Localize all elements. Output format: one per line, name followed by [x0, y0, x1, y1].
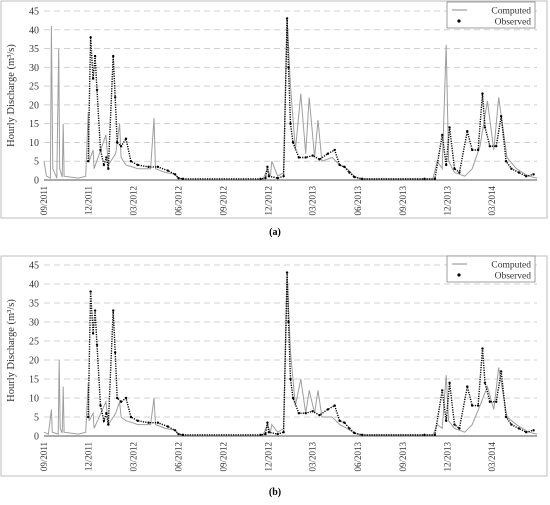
y-tick-label: 5 — [34, 413, 39, 424]
y-tick-label: 35 — [29, 44, 39, 55]
y-tick-label: 10 — [29, 394, 39, 405]
x-tick-label: 06/2013 — [353, 186, 363, 216]
y-axis-label: Hourly Discharge (m³/s) — [6, 299, 17, 402]
y-tick-label: 15 — [29, 375, 39, 386]
caption-a-text: (a) — [269, 227, 281, 238]
series-observed-trace — [87, 18, 534, 180]
x-tick-label: 03/2012 — [128, 442, 138, 472]
x-tick-label: 06/2012 — [174, 442, 184, 472]
legend-box — [446, 1, 536, 29]
y-tick-label: 45 — [29, 261, 39, 272]
y-tick-label: 15 — [29, 119, 39, 130]
caption-b: (b) — [0, 487, 550, 498]
y-tick-label: 40 — [29, 25, 39, 36]
x-tick-label: 12/2013 — [443, 442, 453, 472]
x-tick-label: 03/2013 — [308, 442, 318, 472]
x-tick-label: 09/2013 — [398, 186, 408, 216]
x-tick-label: 03/2013 — [308, 186, 318, 216]
y-tick-label: 20 — [29, 100, 39, 111]
figure-panel-b: 0 5 10 15 20 25 30 35 40 45 09/2011 12/2011 03/2012 0… — [0, 250, 550, 505]
legend-label: Computed — [491, 7, 531, 17]
y-tick-label: 0 — [34, 432, 39, 443]
y-tick-label: 0 — [34, 176, 39, 187]
x-tick-label: 03/2014 — [487, 442, 497, 472]
x-tick-label: 03/2012 — [128, 186, 138, 216]
x-tick-label: 12/2012 — [263, 442, 273, 472]
x-tick-label: 09/2011 — [39, 186, 49, 215]
x-tick-label: 09/2011 — [39, 442, 49, 471]
y-tick-label: 5 — [34, 157, 39, 168]
x-tick-label: 06/2012 — [174, 186, 184, 216]
y-tick-label: 35 — [29, 299, 39, 310]
caption-a: (a) — [0, 227, 550, 238]
series-computed-line — [43, 272, 538, 436]
y-tick-label: 30 — [29, 318, 39, 329]
chart-a: 0 5 10 15 20 25 30 35 40 45 09/2011 12/2011 03/2012 0… — [0, 0, 548, 219]
legend-swatch-observed — [457, 273, 461, 277]
y-tick-label: 25 — [29, 337, 39, 348]
x-tick-label: 09/2012 — [219, 186, 229, 216]
legend-box — [446, 255, 536, 283]
y-tick-label: 30 — [29, 63, 39, 74]
legend-label: Observed — [495, 272, 532, 282]
chart-b: 0 5 10 15 20 25 30 35 40 45 09/2011 12/2011 03/2012 0… — [0, 255, 548, 477]
x-tick-label: 12/2011 — [84, 186, 94, 215]
y-tick-label: 20 — [29, 356, 39, 367]
figure-panel-a: 0 5 10 15 20 25 30 35 40 45 09/2011 12/2011 03/2012 0… — [0, 0, 550, 245]
y-axis-label: Hourly Discharge (m³/s) — [6, 44, 17, 147]
chart-frame — [0, 255, 548, 477]
legend-label: Computed — [491, 261, 531, 271]
y-tick-label: 10 — [29, 138, 39, 149]
y-tick-label: 40 — [29, 280, 39, 291]
chart-frame — [0, 0, 548, 219]
series-computed-line — [43, 18, 538, 180]
x-tick-label: 12/2013 — [443, 186, 453, 216]
y-tick-label: 45 — [29, 7, 39, 18]
legend-label: Observed — [495, 18, 532, 28]
x-tick-label: 09/2012 — [219, 442, 229, 472]
x-tick-label: 03/2014 — [487, 186, 497, 216]
legend-swatch-observed — [457, 19, 461, 23]
y-tick-label: 25 — [29, 82, 39, 93]
x-tick-label: 09/2013 — [398, 442, 408, 472]
x-tick-label: 12/2012 — [263, 186, 273, 216]
x-tick-label: 12/2011 — [84, 442, 94, 471]
x-tick-label: 06/2013 — [353, 442, 363, 472]
caption-b-text: (b) — [268, 487, 282, 498]
